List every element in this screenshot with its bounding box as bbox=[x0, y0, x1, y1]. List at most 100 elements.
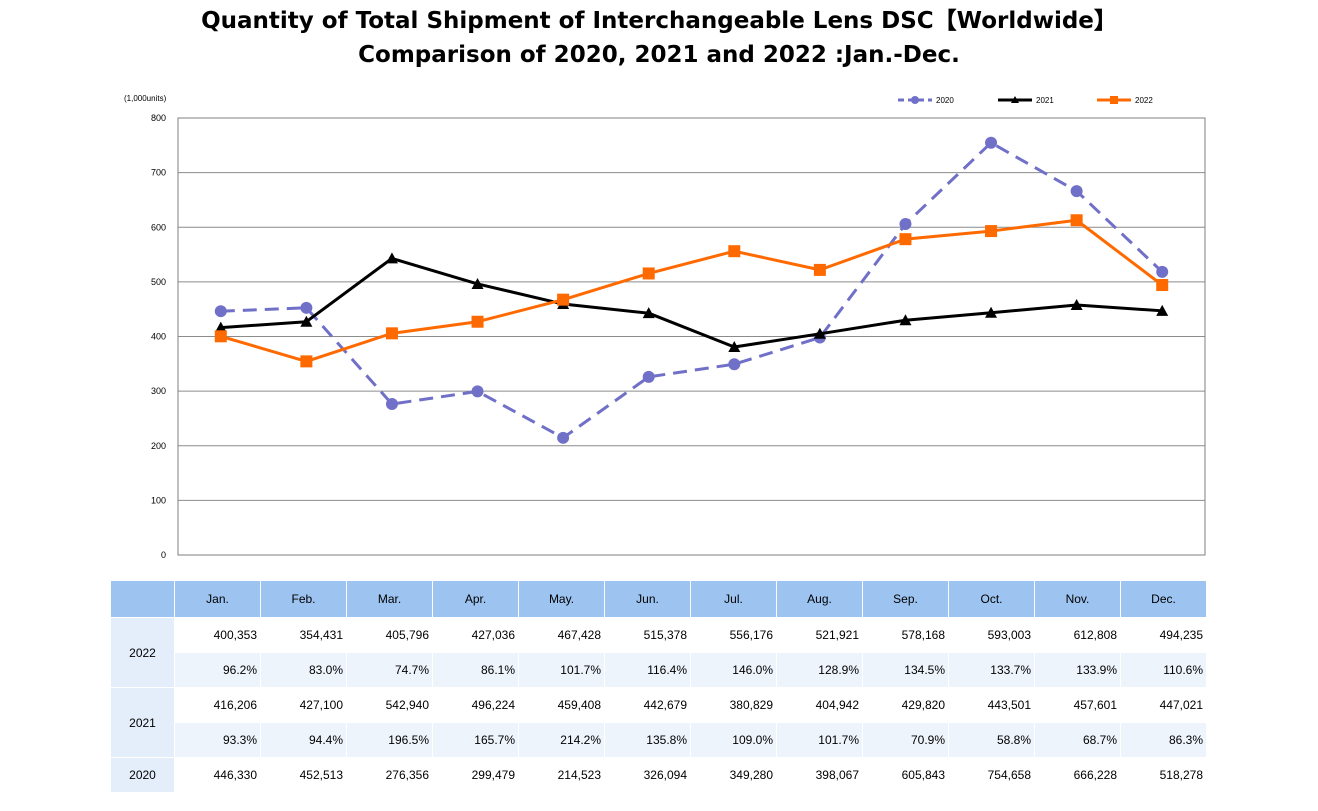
point-2020 bbox=[642, 370, 655, 383]
table-ratio-cell: 146.0% bbox=[690, 652, 777, 688]
table-header-cell: May. bbox=[518, 580, 605, 618]
table-ratio-cell: 96.2% bbox=[174, 652, 261, 688]
table-units-cell: 556,176 bbox=[690, 617, 777, 653]
table-ratio-cell: 135.8% bbox=[604, 722, 691, 758]
point-2022 bbox=[214, 330, 227, 343]
table-ratio-cell: 134.5% bbox=[862, 652, 949, 688]
table-year-cell: 2021 bbox=[110, 687, 175, 758]
table-ratio-cell: 110.6% bbox=[1120, 652, 1207, 688]
plot-area bbox=[177, 117, 1206, 556]
table-units-cell: 380,829 bbox=[690, 687, 777, 723]
point-2021 bbox=[642, 307, 655, 319]
y-tick-label: 800 bbox=[151, 113, 166, 123]
point-2022 bbox=[813, 263, 826, 276]
point-2021 bbox=[385, 252, 398, 264]
table-units-cell: 578,168 bbox=[862, 617, 949, 653]
table-header-cell: Mar. bbox=[346, 580, 433, 618]
point-2022 bbox=[300, 355, 313, 368]
table-ratio-cell: 109.0% bbox=[690, 722, 777, 758]
legend-label-2020: 2020 bbox=[936, 96, 954, 105]
point-2021 bbox=[899, 314, 912, 326]
table-header-cell: Jun. bbox=[604, 580, 691, 618]
table-header-cell: Jan. bbox=[174, 580, 261, 618]
legend-label-2021: 2021 bbox=[1036, 96, 1054, 105]
table-ratio-cell: 94.4% bbox=[260, 722, 347, 758]
table-header-cell: Nov. bbox=[1034, 580, 1121, 618]
table-units-cell: 605,843 bbox=[862, 757, 949, 793]
point-2021 bbox=[300, 315, 313, 327]
point-2021 bbox=[471, 277, 484, 289]
table-units-cell: 446,330 bbox=[174, 757, 261, 793]
table-units-cell: 467,428 bbox=[518, 617, 605, 653]
table-year-cell: 2020 bbox=[110, 757, 175, 793]
point-2022 bbox=[385, 327, 398, 340]
table-ratio-cell: 214.2% bbox=[518, 722, 605, 758]
table-ratio-cell: 116.4% bbox=[604, 652, 691, 688]
point-2020 bbox=[1156, 265, 1169, 278]
table-row: 2022 400,353 354,431 405,796 427,036 467,428 5… bbox=[110, 617, 1207, 688]
y-tick-label: 700 bbox=[151, 168, 166, 178]
table-row: 96.2% 83.0% 74.7% 86.1% 101.7% 116.4% 146.0% 12… bbox=[111, 652, 1207, 688]
table-ratio-cell: 93.3% bbox=[174, 722, 261, 758]
table-units-cell: 494,235 bbox=[1120, 617, 1207, 653]
table-units-cell: 354,431 bbox=[260, 617, 347, 653]
table-units-cell: 299,479 bbox=[432, 757, 519, 793]
table-row: 2020 446,330 452,513 276,356 299,479 214,523 3… bbox=[110, 757, 1207, 793]
point-2022 bbox=[899, 233, 912, 246]
point-2020 bbox=[899, 218, 912, 231]
table-units-cell: 400,353 bbox=[174, 617, 261, 653]
table-header-cell: Jul. bbox=[690, 580, 777, 618]
table-header-row: Jan. Feb. Mar. Apr. May. Jun. Jul. Aug. Sep. Oct.… bbox=[110, 580, 1207, 618]
point-2022 bbox=[1156, 279, 1169, 292]
table-units-cell: 427,036 bbox=[432, 617, 519, 653]
table-units-cell: 429,820 bbox=[862, 687, 949, 723]
y-tick-label: 300 bbox=[151, 386, 166, 396]
point-2021 bbox=[813, 327, 826, 339]
y-tick-label: 200 bbox=[151, 441, 166, 451]
table-units-cell: 521,921 bbox=[776, 617, 863, 653]
y-axis-unit-label: (1,000units) bbox=[124, 94, 167, 103]
data-table: Jan. Feb. Mar. Apr. May. Jun. Jul. Aug. Sep. Oct.… bbox=[110, 580, 1207, 793]
table-ratio-cell: 86.1% bbox=[432, 652, 519, 688]
table-corner-cell bbox=[110, 580, 175, 618]
point-2022 bbox=[728, 245, 741, 258]
table-header-cell: Feb. bbox=[260, 580, 347, 618]
table-ratio-cell: 165.7% bbox=[432, 722, 519, 758]
table-units-cell: 457,601 bbox=[1034, 687, 1121, 723]
point-2022 bbox=[471, 315, 484, 328]
table-units-cell: 404,942 bbox=[776, 687, 863, 723]
table-units-cell: 515,378 bbox=[604, 617, 691, 653]
point-2021 bbox=[214, 321, 227, 333]
table-row: 93.3% 94.4% 196.5% 165.7% 214.2% 135.8% 109.0%… bbox=[111, 722, 1207, 758]
point-2020 bbox=[300, 301, 313, 314]
legend-marker-2022 bbox=[1110, 96, 1118, 104]
table-units-cell: 666,228 bbox=[1034, 757, 1121, 793]
point-2021 bbox=[728, 340, 741, 352]
legend-marker-2021 bbox=[1011, 96, 1019, 103]
table-units-cell: 447,021 bbox=[1120, 687, 1207, 723]
point-2021 bbox=[1070, 299, 1083, 311]
table-ratio-cell: 58.8% bbox=[948, 722, 1035, 758]
y-tick-label: 100 bbox=[151, 495, 166, 505]
table-year-cell: 2022 bbox=[110, 617, 175, 688]
legend-marker-2020 bbox=[911, 96, 919, 104]
y-tick-label: 400 bbox=[151, 332, 166, 342]
point-2020 bbox=[214, 305, 227, 318]
chart-title: Quantity of Total Shipment of Interchang… bbox=[0, 4, 1318, 72]
y-tick-label: 600 bbox=[151, 222, 166, 232]
table-ratio-cell: 86.3% bbox=[1120, 722, 1207, 758]
series-line-2022 bbox=[220, 218, 1164, 363]
point-2020 bbox=[385, 398, 398, 411]
point-2022 bbox=[1070, 214, 1083, 227]
y-tick-label: 500 bbox=[151, 277, 166, 287]
point-2021 bbox=[1156, 304, 1169, 316]
point-2022 bbox=[985, 225, 998, 238]
point-2020 bbox=[557, 431, 570, 444]
table-units-cell: 214,523 bbox=[518, 757, 605, 793]
table-units-cell: 405,796 bbox=[346, 617, 433, 653]
table-units-cell: 398,067 bbox=[776, 757, 863, 793]
chart-title-line1: Quantity of Total Shipment of Interchang… bbox=[201, 8, 1117, 34]
table-ratio-cell: 101.7% bbox=[776, 722, 863, 758]
chart-title-line2: Comparison of 2020, 2021 and 2022 :Jan.-… bbox=[358, 42, 960, 68]
point-2020 bbox=[471, 385, 484, 398]
